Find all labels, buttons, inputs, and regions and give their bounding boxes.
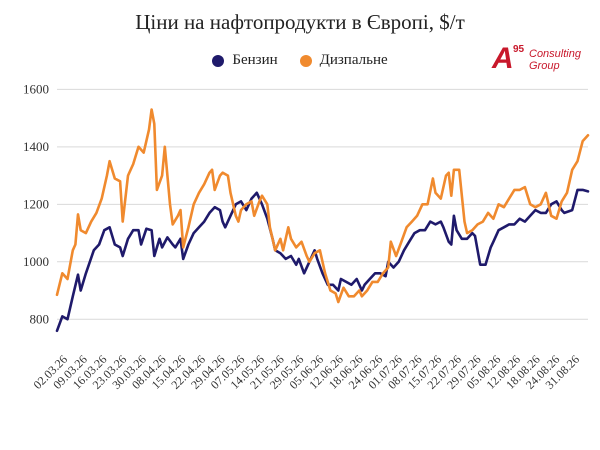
chart-title: Ціни на нафтопродукти в Європі, $/т <box>135 10 465 34</box>
brand-logo: A 95 Consulting Group <box>492 42 592 78</box>
y-tick-label: 1000 <box>23 254 49 269</box>
legend-label-benzin: Бензин <box>232 52 278 68</box>
y-tick-label: 1400 <box>23 139 49 154</box>
logo-line1: Consulting <box>529 48 581 60</box>
y-tick-label: 1600 <box>23 81 49 96</box>
legend-label-diesel: Дизпальне <box>319 52 388 68</box>
legend-marker-diesel <box>299 54 312 67</box>
logo-sup: 95 <box>513 44 525 55</box>
y-tick-label: 800 <box>30 311 50 326</box>
series-line-diesel <box>55 108 590 304</box>
legend-item-diesel: Дизпальне <box>299 52 388 69</box>
legend: Бензин Дизпальне <box>0 52 600 69</box>
legend-marker-benzin <box>212 54 225 67</box>
legend-item-benzin: Бензин <box>212 52 278 69</box>
y-tick-label: 1200 <box>23 196 49 211</box>
series-line-benzin <box>55 188 590 333</box>
logo-mark: A <box>492 42 514 75</box>
logo-line2: Group <box>529 60 560 72</box>
